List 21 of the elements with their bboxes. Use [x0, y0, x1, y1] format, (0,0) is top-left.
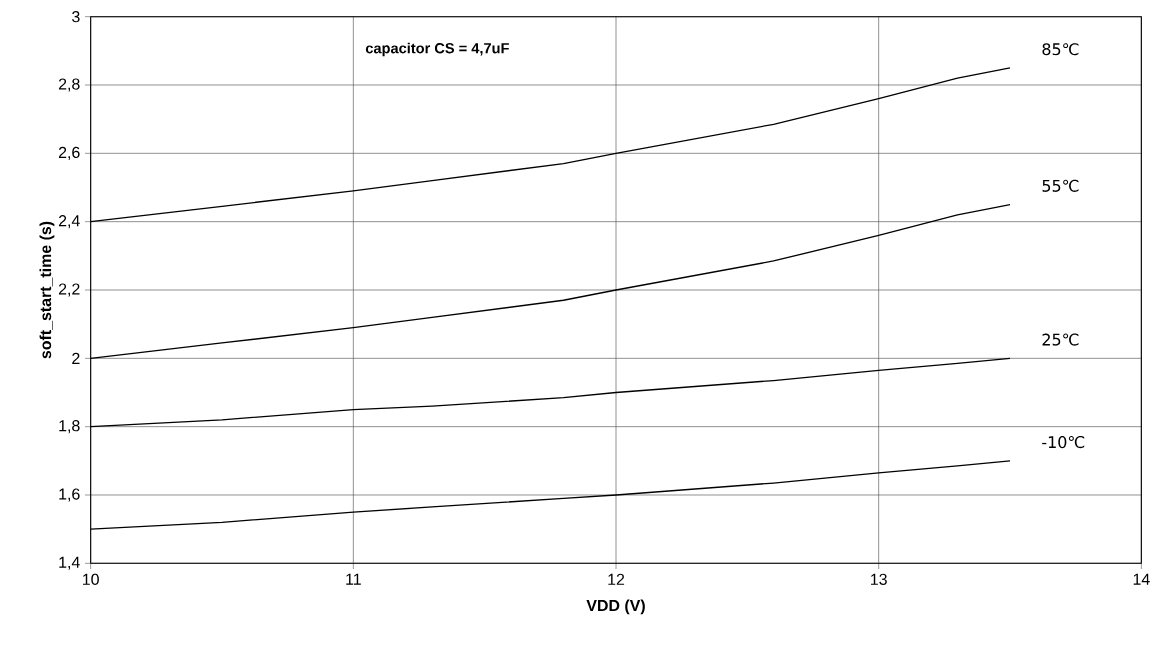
- x-tick-label: 14: [1133, 573, 1150, 585]
- text: -10℃: [1042, 436, 1085, 449]
- y-axis-title: soft_start_time (s): [39, 221, 55, 359]
- x-tick-label: 13: [871, 573, 887, 585]
- y-tick-label: 2,4: [58, 215, 80, 229]
- x-tick-label: 10: [83, 573, 99, 585]
- y-tick-label: 1,8: [59, 420, 80, 434]
- y-tick-label: 2,6: [58, 146, 80, 160]
- text: 55℃: [1042, 179, 1079, 192]
- x-axis-title: VDD (V): [586, 599, 645, 615]
- annotation: capacitor CS = 4,7uF: [365, 42, 509, 57]
- y-tick-label: 1,4: [59, 556, 80, 570]
- y-tick-label: 2: [72, 352, 80, 364]
- text: 85℃: [1042, 43, 1079, 56]
- y-tick-label: 3: [72, 11, 80, 23]
- y-tick-label: 1,6: [59, 488, 80, 502]
- x-tick-label: 12: [608, 573, 625, 585]
- y-tick-label: 2,8: [58, 78, 80, 92]
- text: 25℃: [1042, 333, 1079, 346]
- y-tick-label: 2,2: [58, 283, 80, 297]
- x-tick-label: 11: [346, 573, 361, 585]
